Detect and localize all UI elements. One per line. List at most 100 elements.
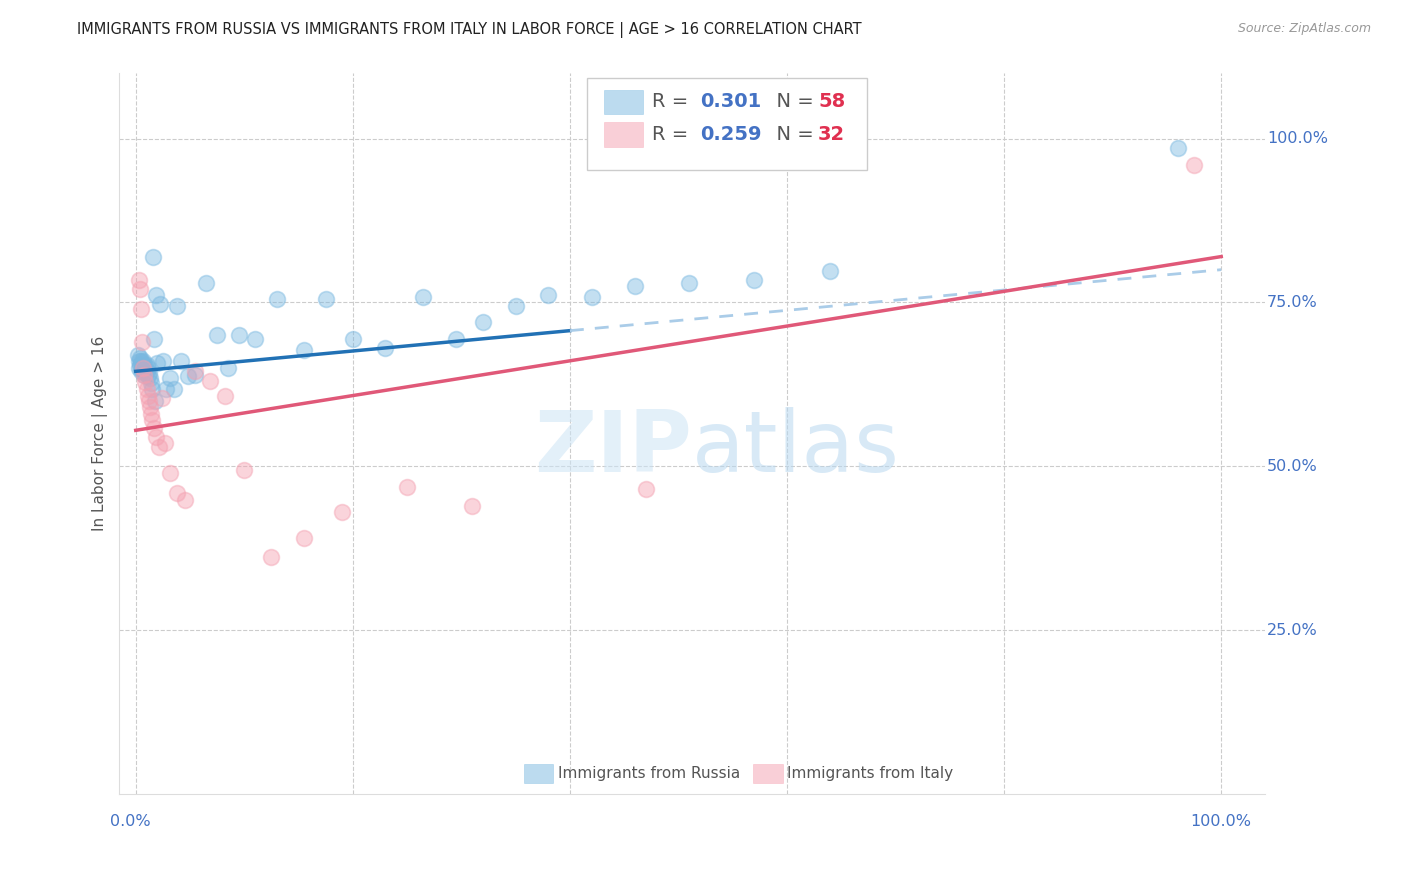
Point <box>233 463 256 477</box>
Point <box>134 361 156 376</box>
Text: Immigrants from Italy: Immigrants from Italy <box>787 766 953 780</box>
Point <box>581 290 603 304</box>
Point <box>135 358 157 372</box>
Point <box>292 532 315 546</box>
Point <box>145 287 167 301</box>
Point <box>205 328 228 343</box>
Point <box>129 354 152 368</box>
Point <box>170 354 193 368</box>
Point <box>132 354 155 368</box>
Point <box>128 272 150 286</box>
Point <box>166 485 188 500</box>
Text: 32: 32 <box>818 125 845 144</box>
Point <box>128 354 150 368</box>
Point <box>1167 141 1189 155</box>
Point <box>228 328 250 343</box>
Point <box>139 376 162 390</box>
Point <box>173 493 195 508</box>
Text: atlas: atlas <box>692 407 900 490</box>
Point <box>139 371 162 385</box>
Point <box>153 436 176 450</box>
Text: Immigrants from Russia: Immigrants from Russia <box>558 766 741 780</box>
Point <box>143 393 166 408</box>
Point <box>461 499 484 513</box>
Text: 100.0%: 100.0% <box>1267 131 1327 146</box>
Point <box>150 391 173 405</box>
Text: 0.301: 0.301 <box>700 93 761 112</box>
Point <box>146 356 169 370</box>
Point <box>136 388 159 402</box>
Point <box>134 359 156 373</box>
Point <box>214 388 236 402</box>
Point <box>155 382 177 396</box>
Text: 50.0%: 50.0% <box>1267 458 1317 474</box>
Point <box>132 359 155 374</box>
Point <box>152 354 174 368</box>
Point <box>143 421 166 435</box>
Point <box>145 430 167 444</box>
Point <box>472 315 495 329</box>
Point <box>342 332 364 346</box>
Point <box>184 364 207 378</box>
FancyBboxPatch shape <box>752 764 783 782</box>
Point <box>184 368 207 382</box>
Y-axis label: In Labor Force | Age > 16: In Labor Force | Age > 16 <box>93 336 108 532</box>
Point <box>1182 158 1205 172</box>
Point <box>141 382 163 396</box>
Text: IMMIGRANTS FROM RUSSIA VS IMMIGRANTS FROM ITALY IN LABOR FORCE | AGE > 16 CORREL: IMMIGRANTS FROM RUSSIA VS IMMIGRANTS FRO… <box>77 22 862 38</box>
Point <box>444 332 467 346</box>
Point <box>744 272 766 286</box>
Point <box>129 364 152 378</box>
Text: 58: 58 <box>818 93 845 112</box>
Point <box>243 332 266 346</box>
Point <box>624 279 647 293</box>
Text: ZIP: ZIP <box>534 407 692 490</box>
Point <box>139 401 162 415</box>
Point <box>396 480 419 494</box>
Point <box>505 299 527 313</box>
Text: 0.0%: 0.0% <box>110 814 150 829</box>
Point <box>292 343 315 357</box>
Point <box>127 348 149 362</box>
Text: R =: R = <box>652 125 695 144</box>
Point <box>143 332 166 346</box>
Point <box>195 276 218 290</box>
Point <box>136 368 159 383</box>
Point <box>129 282 152 296</box>
Text: 75.0%: 75.0% <box>1267 295 1317 310</box>
Point <box>166 299 188 313</box>
Point <box>129 301 152 316</box>
Point <box>330 505 353 519</box>
Point <box>149 297 172 311</box>
Point <box>634 483 657 497</box>
Text: 100.0%: 100.0% <box>1191 814 1251 829</box>
Text: N =: N = <box>765 93 820 112</box>
Point <box>139 407 162 421</box>
Point <box>163 382 186 396</box>
Point <box>138 366 160 380</box>
Point <box>131 334 153 349</box>
Point <box>412 290 434 304</box>
Point <box>129 351 152 366</box>
Point <box>266 292 288 306</box>
Point <box>217 361 239 376</box>
Point <box>134 376 156 390</box>
Point <box>177 368 200 383</box>
Point <box>129 358 152 372</box>
FancyBboxPatch shape <box>603 122 643 146</box>
Point <box>134 366 156 380</box>
Point <box>148 440 170 454</box>
Point <box>374 342 396 356</box>
Point <box>135 364 157 378</box>
Text: Source: ZipAtlas.com: Source: ZipAtlas.com <box>1237 22 1371 36</box>
Point <box>159 466 181 480</box>
Text: R =: R = <box>652 93 695 112</box>
FancyBboxPatch shape <box>586 78 868 170</box>
Text: N =: N = <box>765 125 820 144</box>
Point <box>537 287 560 301</box>
Point <box>678 276 700 290</box>
Point <box>142 250 165 264</box>
Point <box>136 361 159 376</box>
Point <box>131 362 153 376</box>
Text: 25.0%: 25.0% <box>1267 623 1317 638</box>
